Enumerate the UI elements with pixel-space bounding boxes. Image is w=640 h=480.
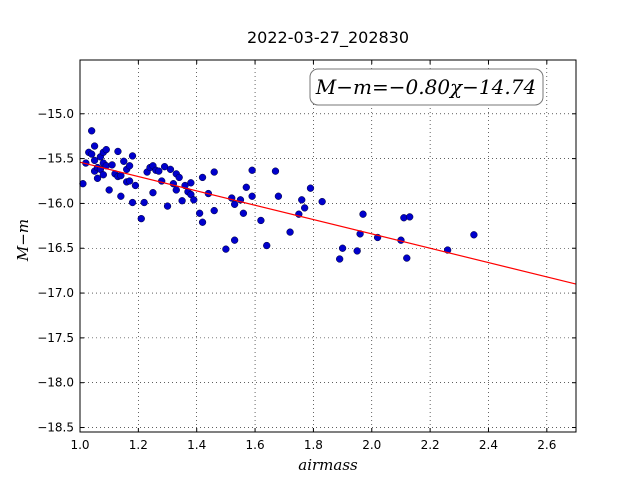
data-point	[172, 186, 180, 194]
data-point	[359, 210, 367, 218]
data-point	[140, 198, 148, 207]
data-point	[403, 254, 411, 262]
axis-ticks: 1.0 1.2 1.4 1.6 1.8 2.0 2.2 2.4 2.6 −15.0 −15.5 −16…	[37, 60, 576, 452]
fit-annotation: M−m=−0.80χ−14.74	[309, 68, 544, 106]
data-point	[137, 215, 145, 223]
plot-frame	[79, 59, 577, 433]
x-tick-label: 2.0	[362, 438, 381, 452]
data-point	[222, 245, 230, 253]
x-axis-label: airmass	[298, 456, 358, 474]
y-tick-label: −17.5	[37, 331, 74, 345]
data-point	[149, 189, 157, 197]
data-point	[470, 231, 478, 239]
data-point	[301, 204, 309, 212]
data-point	[210, 168, 218, 176]
data-points	[79, 127, 478, 263]
data-point	[90, 142, 99, 150]
data-point	[131, 181, 140, 190]
x-tick-label: 1.0	[70, 438, 89, 452]
data-point	[406, 213, 414, 221]
data-point	[90, 156, 99, 165]
data-point	[230, 236, 239, 244]
grid-lines	[79, 60, 576, 432]
y-tick-label: −15.0	[37, 107, 74, 121]
data-point	[274, 192, 283, 200]
data-point	[117, 192, 125, 200]
data-point	[88, 150, 96, 158]
data-point	[263, 241, 271, 250]
y-axis-label: M−m	[14, 219, 32, 262]
fit-line	[79, 161, 577, 285]
data-point	[125, 162, 134, 170]
data-point	[102, 145, 110, 154]
data-point	[298, 196, 306, 204]
x-tick-label: 2.2	[421, 438, 440, 452]
data-point	[198, 218, 207, 226]
data-point	[114, 147, 122, 156]
data-point	[242, 183, 250, 191]
data-point	[88, 127, 96, 135]
y-tick-label: −16.5	[37, 241, 74, 255]
fit-line-group	[79, 161, 577, 285]
data-point	[108, 161, 116, 169]
data-point	[175, 173, 183, 182]
data-point	[353, 247, 361, 255]
y-tick-label: −18.0	[37, 376, 74, 390]
annotation-box	[309, 68, 544, 106]
annotation-text: M−m=−0.80χ−14.74	[315, 75, 536, 99]
x-tick-label: 2.6	[537, 438, 556, 452]
data-point	[336, 255, 344, 263]
x-tick-label: 1.4	[187, 438, 206, 452]
data-point	[187, 179, 195, 187]
data-point	[257, 216, 265, 225]
data-point	[79, 180, 87, 188]
data-point	[178, 197, 186, 205]
data-point	[128, 152, 137, 160]
data-point	[286, 228, 294, 236]
data-point	[190, 196, 198, 204]
x-tick-label: 1.6	[246, 438, 265, 452]
data-point	[195, 209, 204, 217]
y-tick-label: −16.0	[37, 196, 74, 210]
data-point	[99, 171, 107, 179]
data-point	[163, 202, 172, 210]
data-point	[93, 174, 102, 182]
data-point	[125, 177, 134, 185]
x-tick-label: 1.8	[304, 438, 323, 452]
data-point	[198, 173, 207, 182]
data-point	[248, 166, 256, 174]
y-tick-label: −17.0	[37, 286, 74, 300]
data-point	[230, 200, 239, 208]
data-point	[120, 157, 128, 165]
data-point	[105, 186, 113, 194]
y-tick-label: −15.5	[37, 152, 74, 166]
data-point	[210, 206, 218, 215]
x-tick-label: 2.4	[479, 438, 498, 452]
data-point	[248, 192, 256, 200]
data-point	[306, 184, 315, 192]
data-point	[271, 167, 280, 175]
data-point	[166, 165, 175, 174]
data-point	[318, 197, 326, 206]
data-point	[338, 244, 347, 252]
x-tick-label: 1.2	[129, 438, 148, 452]
y-tick-label: −18.5	[37, 421, 74, 435]
data-point	[155, 167, 163, 175]
chart-title: 2022-03-27_202830	[247, 28, 409, 48]
data-point	[128, 198, 137, 207]
data-point	[239, 209, 248, 217]
